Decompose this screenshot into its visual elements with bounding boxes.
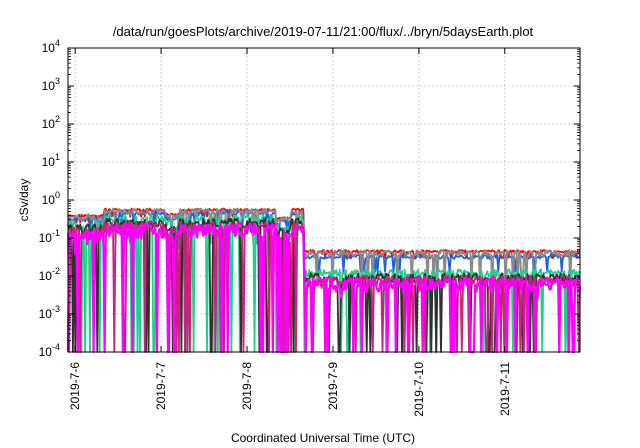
x-tick-label: 2019-7-10 [412,362,426,417]
y-axis-label: cSv/day [17,179,31,222]
y-tick-label: 102 [42,114,60,131]
x-tick-label: 2019-7-11 [498,362,512,416]
series-line [67,207,581,287]
y-tick-label: 103 [42,76,60,93]
y-tick-label: 100 [42,190,60,207]
x-tick-label: 2019-7-7 [154,362,168,410]
y-tick-label: 10-1 [39,228,60,245]
x-tick-label: 2019-7-8 [240,362,254,410]
chart-title: /data/run/goesPlots/archive/2019-07-11/2… [113,24,534,39]
x-axis-label: Coordinated Universal Time (UTC) [231,431,415,445]
x-tick-label: 2019-7-6 [68,362,82,410]
series-line [66,222,582,354]
x-tick-label: 2019-7-9 [326,362,340,410]
y-tick-label: 10-3 [39,304,60,321]
y-tick-label: 104 [42,38,60,55]
y-tick-label: 101 [42,152,60,169]
y-tick-label: 10-2 [39,266,60,283]
y-tick-label: 10-4 [39,342,60,359]
